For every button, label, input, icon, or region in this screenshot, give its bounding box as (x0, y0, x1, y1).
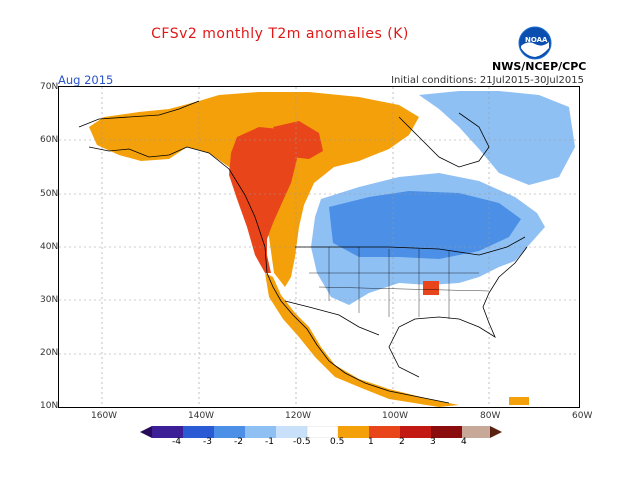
border-us-canada (295, 236, 526, 256)
lat-label-70n: 70N (40, 82, 59, 92)
anomaly-map (58, 86, 580, 408)
colorbar-min-arrow (140, 426, 152, 438)
colorbar-bin-11 (462, 426, 490, 438)
colorbar (140, 426, 502, 438)
colorbar-label: -0.5 (293, 437, 311, 447)
lon-label-140w: 140W (188, 411, 215, 421)
lon-label-60w: 60W (572, 411, 593, 421)
coastline-hudson-bay (398, 112, 490, 168)
lat-label-60n: 60N (40, 135, 59, 145)
lon-label-80w: 80W (480, 411, 501, 421)
colorbar-bin-10 (431, 426, 462, 438)
hot-anomaly-pacific-northwest (229, 127, 297, 273)
warm-spot-caribbean (509, 397, 529, 405)
cold-anomaly-core (329, 191, 521, 259)
colorbar-bin-2 (183, 426, 214, 438)
colorbar-bin-5 (276, 426, 307, 438)
organization-label: NWS/NCEP/CPC (492, 60, 587, 73)
colorbar-label: -2 (234, 437, 243, 447)
lon-label-100w: 100W (382, 411, 409, 421)
lat-label-40n: 40N (40, 242, 59, 252)
map-title: CFSv2 monthly T2m anomalies (K) (151, 26, 409, 42)
colorbar-label: -4 (172, 437, 181, 447)
colorbar-bin-4 (245, 426, 276, 438)
colorbar-max-arrow (490, 426, 502, 438)
lat-label-10n: 10N (40, 401, 59, 411)
hot-anomaly-interior (273, 121, 323, 159)
cold-anomaly-northeast (419, 91, 575, 185)
colorbar-bin-9 (400, 426, 431, 438)
lat-label-50n: 50N (40, 189, 59, 199)
warm-anomaly-west-coast (265, 273, 459, 407)
colorbar-label: 2 (399, 437, 405, 447)
hot-spot-south-central (423, 281, 439, 295)
colorbar-label: 3 (430, 437, 436, 447)
colorbar-label: 4 (461, 437, 467, 447)
colorbar-bin-1 (152, 426, 183, 438)
colorbar-bin-3 (214, 426, 245, 438)
coastline-us-east (388, 246, 528, 378)
colorbar-label: -1 (265, 437, 274, 447)
coastline-alaska (78, 100, 450, 404)
forecast-period: Aug 2015 (58, 73, 114, 87)
initial-conditions: Initial conditions: 21Jul2015-30Jul2015 (391, 75, 584, 86)
lon-label-120w: 120W (285, 411, 312, 421)
lon-label-160w: 160W (91, 411, 118, 421)
colorbar-label: 0.5 (330, 437, 345, 447)
lat-label-20n: 20N (40, 348, 59, 358)
colorbar-label: -3 (203, 437, 212, 447)
colorbar-bin-7 (338, 426, 369, 438)
colorbar-bin-8 (369, 426, 400, 438)
colorbar-label: 1 (368, 437, 374, 447)
lat-label-30n: 30N (40, 295, 59, 305)
noaa-logo-icon: NOAA (518, 26, 552, 60)
border-us-mexico (284, 300, 380, 336)
